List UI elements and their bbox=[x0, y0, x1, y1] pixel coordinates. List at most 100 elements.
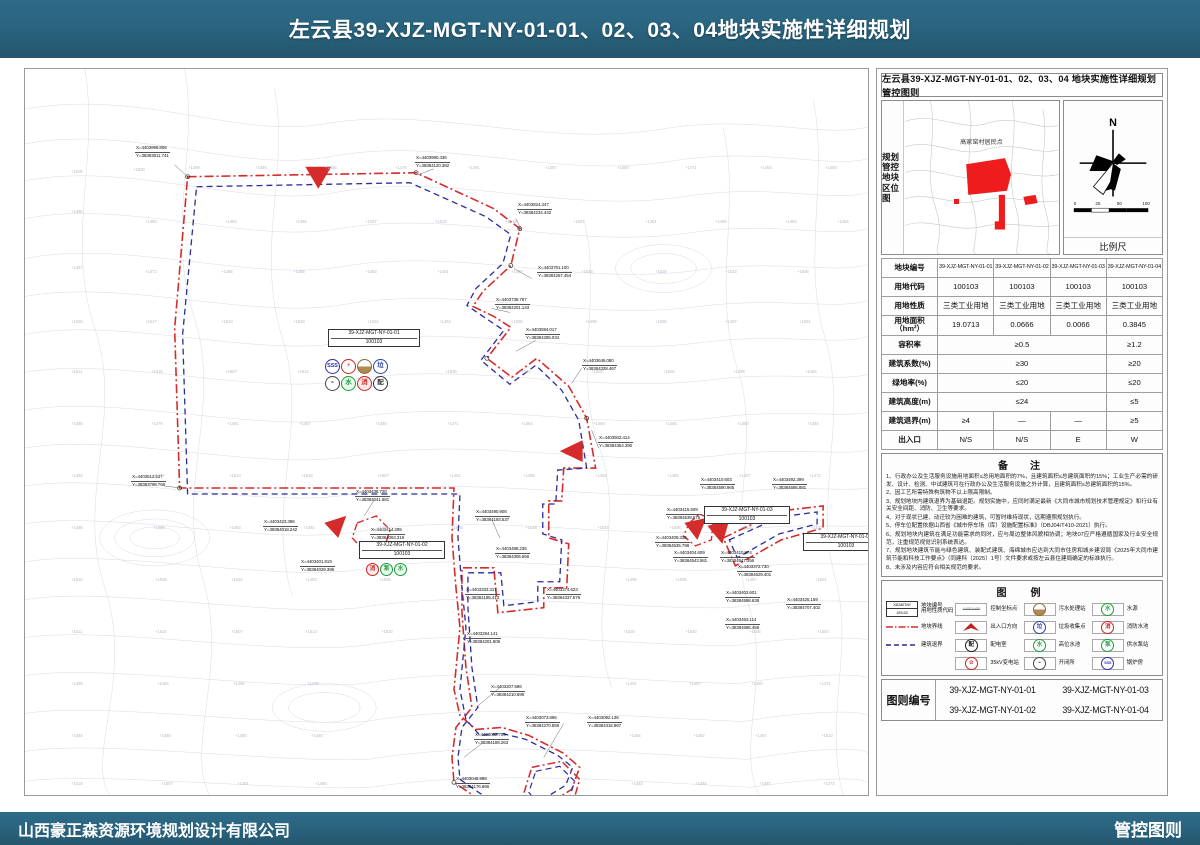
sewage-plant-icon[interactable] bbox=[357, 359, 372, 374]
elevation-label: +1484 bbox=[695, 781, 707, 786]
table-row: 用地代码 100103 100103 100103 100103 bbox=[880, 277, 1164, 297]
elevation-label: +1510 bbox=[435, 219, 447, 224]
sheet-number-value: 39-XJZ-MGT-NY-01-03 bbox=[1062, 684, 1149, 695]
高位水池-icon: 水 bbox=[1023, 638, 1056, 652]
elevation-label: +1510 bbox=[229, 473, 241, 478]
label-leader-lines bbox=[164, 164, 599, 758]
site-plan-map[interactable]: X=4403999.806 Y=38383811.741 X=4403990.436… bbox=[24, 68, 869, 796]
plot-card-04-code: 100103 bbox=[837, 542, 855, 549]
elevation-label: +1513 bbox=[297, 369, 309, 374]
remarks-list: 1、行政办公及生活服务设施用地面积≤总用地面积的7%，且建筑面积≤总建筑面积的1… bbox=[886, 474, 1158, 573]
elevation-label: +1505 bbox=[71, 169, 83, 174]
legend-item: X=000 Y=000 控制坐标点 bbox=[955, 602, 1021, 617]
elevation-label: +1487 bbox=[299, 421, 311, 426]
elevation-label: +1517 bbox=[811, 525, 823, 530]
coordinate-label: X=4403284.141 Y=38384201.806 bbox=[466, 631, 502, 644]
coordinate-label: X=4403062.709 Y=38384189.263 bbox=[474, 732, 510, 745]
remark-item: 8、未涉及内容应符合相关规范的要求。 bbox=[886, 564, 985, 571]
legend-item-label: 35kV变电站 bbox=[990, 659, 1019, 666]
table-row: 出入口 N/S N/S E W bbox=[880, 429, 1164, 450]
plot-card-02[interactable]: 39-XJZ-MGT-NY-01-02 100103 bbox=[359, 541, 445, 559]
elevation-label: +1464 bbox=[71, 733, 83, 738]
锅炉房-icon: SSS bbox=[1091, 656, 1124, 670]
elevation-label: +1528 bbox=[525, 525, 537, 530]
elevation-label: +1468 bbox=[825, 165, 837, 170]
water-pump-icon[interactable]: 泵 bbox=[380, 563, 393, 576]
map-graphics bbox=[25, 69, 868, 795]
plot-card-03-code: 100103 bbox=[738, 515, 756, 522]
plot-boundary-south bbox=[522, 760, 581, 795]
elevation-label: +1497 bbox=[725, 319, 737, 324]
elevation-label: +1491 bbox=[468, 165, 480, 170]
elevation-label: +1467 bbox=[759, 781, 771, 786]
substation-icon[interactable]: ⚡ bbox=[341, 359, 356, 374]
elevation-label: +1484 bbox=[225, 219, 237, 224]
compass-scale-box: N 0 25 50 100 bbox=[1063, 100, 1163, 255]
legend-block: 图 例 XJZ-MGT-NY 100103 地块编号 用地性质代码 地块界线 建筑退界 X=… bbox=[881, 579, 1163, 676]
coordinate-label: X=4403594.017 Y=38384285.034 bbox=[525, 327, 561, 340]
svg-text:N: N bbox=[1109, 117, 1117, 129]
coordinate-label: X=4403415.509 Y=38384539.575 bbox=[666, 507, 702, 520]
coordinate-label: X=4403824.447 Y=38384234.442 bbox=[517, 202, 553, 215]
coordinate-label: X=4403646.080 Y=38384328.467 bbox=[582, 358, 618, 371]
table-cell: 100103 bbox=[993, 277, 1051, 297]
water-source-icon[interactable]: 水 bbox=[394, 563, 407, 576]
elevation-label: +1491 bbox=[227, 421, 239, 426]
table-cell: N/S bbox=[993, 429, 1051, 450]
35kV变电站-icon: ⊘ bbox=[955, 656, 988, 670]
plot-card-01[interactable]: 39-XJZ-MGT-NY-01-01 100103 bbox=[328, 329, 420, 347]
coordinate-label: X=4403502.414 Y=38384354.390 bbox=[598, 435, 634, 448]
sheet-number-value: 39-XJZ-MGT-NY-01-04 bbox=[1062, 704, 1149, 715]
coordinate-label: X=4403414.295 Y=38384063.319 bbox=[370, 527, 406, 540]
legend-item-label: 污水处理站 bbox=[1058, 605, 1086, 612]
legend-item: 水水源 bbox=[1091, 602, 1158, 617]
legend-item: 泵供水泵站 bbox=[1091, 638, 1158, 653]
elevation-label: +1491 bbox=[303, 525, 315, 530]
legend-item: SSS 锅炉房 bbox=[1091, 656, 1158, 671]
plot-number-box-icon: XJZ-MGT-NY 100103 bbox=[886, 599, 918, 619]
legend-item-label: 垃圾收集点 bbox=[1058, 623, 1086, 630]
power-distribution-icon[interactable]: 配 bbox=[373, 376, 388, 391]
location-map-box[interactable]: 规划管控地块区位图 bbox=[881, 100, 1060, 255]
coordinate-label: X=4403409.336 Y=38384535.798 bbox=[655, 535, 691, 548]
legend-item-label: 地块编号 用地性质代码 bbox=[921, 602, 954, 615]
plot-card-02-code: 100103 bbox=[393, 550, 411, 557]
table-cell: E bbox=[1049, 429, 1107, 450]
location-map[interactable]: 高家窑村居民点 bbox=[904, 101, 1059, 254]
svg-text:100: 100 bbox=[1142, 201, 1150, 206]
table-row: 容积率 ≥0.5 ≥1.2 bbox=[880, 334, 1164, 355]
scale-label: 比例尺 bbox=[1064, 237, 1162, 254]
coordinate-label: X=4403374.623 Y=38384337.676 bbox=[546, 587, 582, 600]
elevation-label: +1485 bbox=[71, 209, 83, 214]
fire-pool-icon[interactable]: 消 bbox=[366, 563, 379, 576]
elevation-label: +1513 bbox=[305, 629, 317, 634]
drawing-sheet: X=4403999.806 Y=38383811.741 X=4403990.436… bbox=[0, 58, 1200, 812]
elevation-label: +1494 bbox=[255, 165, 267, 170]
facility-icons-plot-01[interactable]: SSS ⚡ 垃 ⌁ 水 消 配 bbox=[325, 359, 388, 391]
boiler-room-icon[interactable]: SSS bbox=[325, 359, 340, 374]
elevation-label: +1518 bbox=[71, 781, 83, 786]
elevation-label: +1505 bbox=[749, 629, 761, 634]
legend-item: 垃垃圾收集点 bbox=[1023, 620, 1090, 635]
coordinate-label: X=4403990.436 Y=38384120.382 bbox=[415, 155, 451, 168]
fire-pool-icon[interactable]: 消 bbox=[357, 376, 372, 391]
elevation-label: +1506 bbox=[797, 269, 809, 274]
water-source-icon[interactable]: 水 bbox=[341, 376, 356, 391]
elevation-label: +1484 bbox=[807, 421, 819, 426]
plot-card-03[interactable]: 39-XJZ-MGT-NY-01-03 100103 bbox=[704, 506, 790, 524]
switch-station-icon[interactable]: ⌁ bbox=[325, 376, 340, 391]
coordinate-label: X=4403488.236 Y=38384306.556 bbox=[495, 546, 531, 559]
table-row: 建筑退界(m) ≥4— — ≥5 bbox=[880, 410, 1164, 431]
elevation-label: +1501 bbox=[799, 319, 811, 324]
legend-item-label: 控制坐标点 bbox=[990, 605, 1018, 612]
facility-icons-plot-02[interactable]: 消 泵 水 bbox=[366, 563, 407, 576]
table-cell: 三类工业用地 bbox=[1049, 296, 1107, 316]
legend-item-label: 地块界线 bbox=[921, 623, 943, 630]
plot-card-04[interactable]: 39-XJZ-MGT-NY-01-04 100103 bbox=[803, 533, 868, 551]
elevation-label: +1485 bbox=[665, 421, 677, 426]
garbage-point-icon[interactable]: 垃 bbox=[373, 359, 388, 374]
elevation-label: +1473 bbox=[809, 473, 821, 478]
coordinate-label: X=4403401.919 Y=38384029.396 bbox=[300, 559, 336, 572]
elevation-label: +1484 bbox=[837, 219, 849, 224]
compass-rose: N 0 25 50 100 bbox=[1064, 101, 1162, 237]
